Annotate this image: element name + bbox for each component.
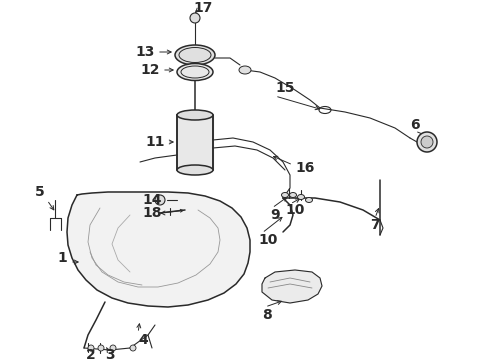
Polygon shape <box>67 192 250 307</box>
Ellipse shape <box>290 193 296 198</box>
Circle shape <box>110 345 116 351</box>
Ellipse shape <box>297 194 304 199</box>
Ellipse shape <box>239 66 251 74</box>
Text: 2: 2 <box>86 348 96 360</box>
Ellipse shape <box>177 165 213 175</box>
Ellipse shape <box>305 198 313 202</box>
Polygon shape <box>262 270 322 303</box>
Text: 4: 4 <box>138 333 148 347</box>
Text: 18: 18 <box>142 206 162 220</box>
Text: 6: 6 <box>410 118 419 132</box>
Ellipse shape <box>281 193 289 198</box>
Text: 13: 13 <box>135 45 154 59</box>
Text: 11: 11 <box>145 135 165 149</box>
Polygon shape <box>177 115 213 170</box>
Ellipse shape <box>177 110 213 120</box>
Text: 1: 1 <box>57 251 67 265</box>
Text: 10: 10 <box>258 233 277 247</box>
Circle shape <box>98 345 104 351</box>
Circle shape <box>155 195 165 205</box>
Text: 10: 10 <box>285 203 304 217</box>
Ellipse shape <box>177 63 213 81</box>
Circle shape <box>190 13 200 23</box>
Circle shape <box>421 136 433 148</box>
Circle shape <box>130 345 136 351</box>
Text: 17: 17 <box>193 1 212 15</box>
Text: 16: 16 <box>295 161 315 175</box>
Text: 12: 12 <box>140 63 160 77</box>
Text: 7: 7 <box>370 218 380 232</box>
Text: 3: 3 <box>105 348 115 360</box>
Text: 9: 9 <box>270 208 280 222</box>
Text: 8: 8 <box>262 308 272 322</box>
Text: 14: 14 <box>142 193 162 207</box>
Ellipse shape <box>175 45 215 65</box>
Text: 15: 15 <box>275 81 294 95</box>
Text: 5: 5 <box>35 185 45 199</box>
Circle shape <box>417 132 437 152</box>
Circle shape <box>88 345 94 351</box>
